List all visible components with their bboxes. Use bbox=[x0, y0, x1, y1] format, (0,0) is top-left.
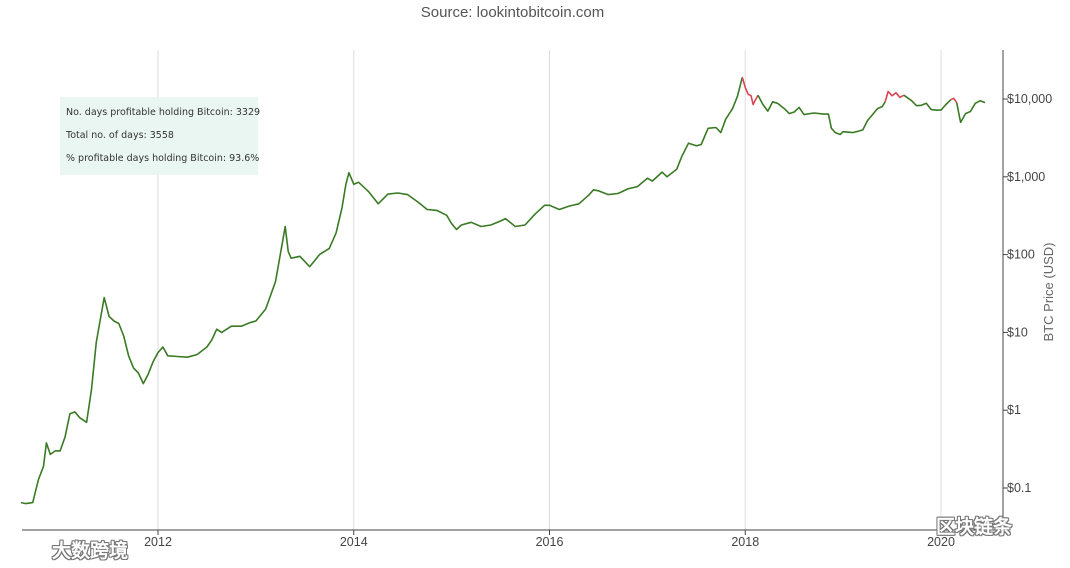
series-segment-unprofitable-1 bbox=[741, 77, 759, 106]
series-segment-unprofitable-5 bbox=[950, 97, 958, 104]
y-tick-label: $1 bbox=[1007, 403, 1021, 417]
info-profitable-days: No. days profitable holding Bitcoin: 332… bbox=[66, 107, 261, 118]
y-tick-label: $100 bbox=[1007, 248, 1035, 262]
vertical-gridlines bbox=[157, 50, 942, 530]
x-tick-label-2012: 2012 bbox=[144, 535, 172, 549]
x-axis-ticks: 2012 2014 2016 2018 2020 bbox=[144, 530, 955, 549]
watermark-left: 大数跨境 bbox=[52, 540, 129, 562]
series-segment-profitable-6 bbox=[955, 99, 986, 124]
info-total-days: Total no. of days: 3558 bbox=[66, 130, 174, 141]
x-tick-label-2020: 2020 bbox=[927, 535, 955, 549]
x-tick-label-2016: 2016 bbox=[536, 535, 564, 549]
watermark-right: 区块链条 bbox=[936, 516, 1013, 538]
series-segment-unprofitable-3 bbox=[884, 90, 905, 103]
chart-source-caption: Source: lookintobitcoin.com bbox=[420, 4, 605, 21]
series-segment-profitable-0 bbox=[20, 77, 744, 505]
y-axis-ticks: $0.1 $1 $10 $100 $1,000 $10,000 bbox=[1003, 92, 1052, 495]
y-tick-label: $10 bbox=[1007, 325, 1028, 339]
x-tick-label-2018: 2018 bbox=[731, 535, 759, 549]
x-tick-label-2014: 2014 bbox=[340, 535, 368, 549]
y-tick-label: $0.1 bbox=[1007, 481, 1031, 495]
price-series bbox=[20, 77, 986, 505]
info-percent-profitable: % profitable days holding Bitcoin: 93.6% bbox=[66, 153, 260, 164]
series-segment-profitable-2 bbox=[757, 94, 886, 136]
y-axis-label: BTC Price (USD) bbox=[1041, 243, 1056, 342]
y-tick-label: $1,000 bbox=[1007, 170, 1045, 184]
profitability-info-box: No. days profitable holding Bitcoin: 332… bbox=[60, 97, 261, 175]
series-segment-profitable-4 bbox=[903, 94, 952, 111]
y-tick-label: $10,000 bbox=[1007, 92, 1052, 106]
